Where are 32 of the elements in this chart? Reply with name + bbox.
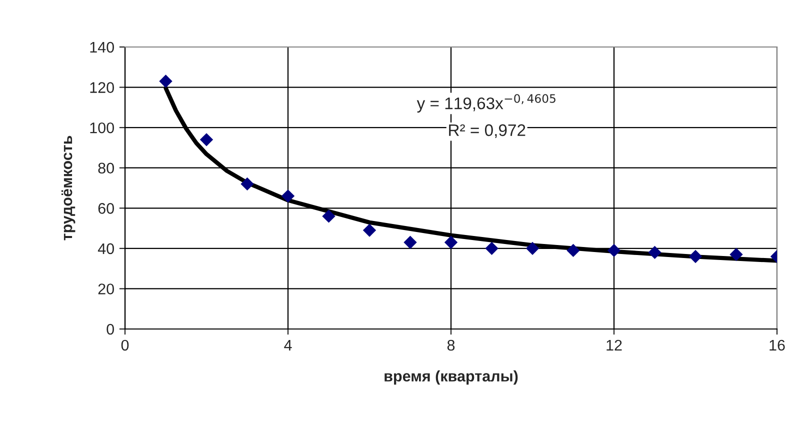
x-tick-label: 16: [770, 340, 785, 351]
point: [159, 74, 172, 88]
x-tick-label: 4: [284, 340, 292, 350]
point: [648, 246, 662, 260]
y-axis-title: трудоёмкость: [61, 136, 76, 240]
point: [730, 248, 743, 262]
annotation: y = 119,63x$^{−0,4605}$: [416, 94, 556, 113]
y-tick-label: 100: [90, 122, 114, 134]
point: [240, 177, 254, 191]
point: [566, 244, 580, 258]
point: [200, 133, 214, 146]
point: [607, 244, 621, 258]
point: [281, 189, 295, 203]
y-tick-label: 80: [98, 162, 114, 174]
x-tick-label: 8: [447, 340, 455, 351]
point: [404, 236, 417, 249]
point: [485, 242, 498, 256]
x-axis-title: время (кварталы): [384, 370, 518, 385]
annotation: R² = 0,972: [449, 124, 526, 138]
point: [362, 224, 376, 237]
y-tick-label: 60: [98, 203, 114, 214]
point: [526, 242, 540, 256]
y-tick-label: 40: [98, 243, 114, 254]
y-tick-label: 20: [98, 284, 114, 294]
y-tick-label: 120: [90, 82, 114, 93]
x-tick-label: 12: [606, 340, 622, 350]
point: [322, 210, 336, 223]
point: [444, 236, 458, 249]
x-tick-label: 0: [121, 340, 129, 351]
y-tick-label: 140: [90, 42, 114, 53]
y-tick-label: 0: [106, 324, 114, 335]
point: [688, 250, 702, 264]
